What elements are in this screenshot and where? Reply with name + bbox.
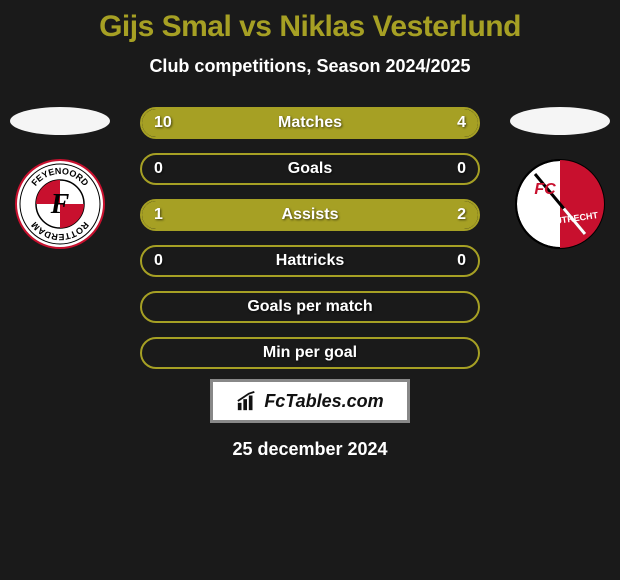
stat-row-goals: 0 0 Goals <box>140 153 480 185</box>
stat-value-right: 4 <box>457 114 466 132</box>
branding-box: FcTables.com <box>210 379 410 423</box>
subtitle: Club competitions, Season 2024/2025 <box>149 56 470 77</box>
stat-label: Hattricks <box>276 252 344 270</box>
page-title: Gijs Smal vs Niklas Vesterlund <box>99 10 521 44</box>
branding-text: FcTables.com <box>264 391 383 412</box>
stat-value-left: 0 <box>154 160 163 178</box>
stat-value-left: 10 <box>154 114 172 132</box>
stat-row-matches: 10 4 Matches <box>140 107 480 139</box>
stat-row-min-per-goal: Min per goal <box>140 337 480 369</box>
stat-label: Goals per match <box>247 298 372 316</box>
svg-text:F: F <box>50 189 70 220</box>
chart-icon <box>236 390 258 412</box>
svg-text:FC: FC <box>534 181 556 198</box>
stats-bars: 10 4 Matches 0 0 Goals 1 2 Assists 0 0 Hattricks Goa… <box>120 107 500 369</box>
stat-value-left: 1 <box>154 206 163 224</box>
stat-value-right: 2 <box>457 206 466 224</box>
stat-value-right: 0 <box>457 252 466 270</box>
stat-label: Assists <box>282 206 339 224</box>
right-side: FC UTRECHT <box>510 107 610 249</box>
bar-fill-left <box>142 109 381 137</box>
stat-row-assists: 1 2 Assists <box>140 199 480 231</box>
feyenoord-logo-icon: FEYENOORD ROTTERDAM F <box>15 159 105 249</box>
stat-value-left: 0 <box>154 252 163 270</box>
stat-label: Goals <box>288 160 332 178</box>
stat-row-hattricks: 0 0 Hattricks <box>140 245 480 277</box>
stat-row-goals-per-match: Goals per match <box>140 291 480 323</box>
right-team-logo: FC UTRECHT <box>515 159 605 249</box>
stat-label: Matches <box>278 114 342 132</box>
mid-section: FEYENOORD ROTTERDAM F 104Matches00Goals1… <box>0 107 620 369</box>
date-text: 25 december 2024 <box>232 439 387 460</box>
utrecht-logo-icon: FC UTRECHT <box>515 159 605 249</box>
player-silhouette-left <box>10 107 110 135</box>
player-silhouette-right <box>510 107 610 135</box>
stat-label: Min per goal <box>263 344 357 362</box>
left-team-logo: FEYENOORD ROTTERDAM F <box>15 159 105 249</box>
comparison-infographic: Gijs Smal vs Niklas Vesterlund Club comp… <box>0 0 620 460</box>
stat-value-right: 0 <box>457 160 466 178</box>
left-side: FEYENOORD ROTTERDAM F <box>10 107 110 249</box>
